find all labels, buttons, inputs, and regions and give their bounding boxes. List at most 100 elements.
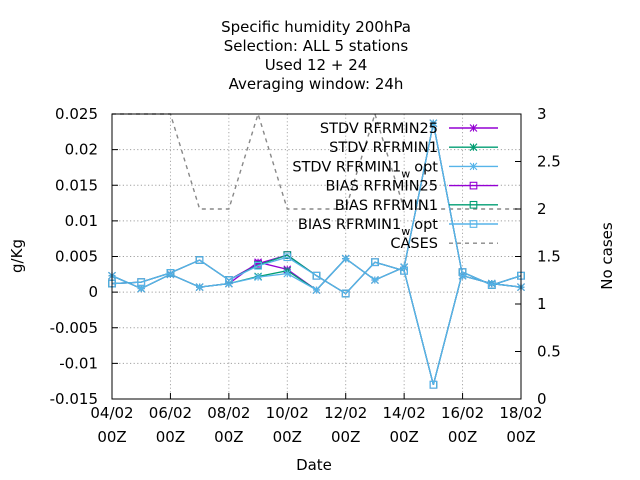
x-tick-label-time: 00Z bbox=[273, 428, 302, 446]
data-point bbox=[458, 268, 467, 277]
legend-label: STDV RFRMIN25 bbox=[320, 121, 438, 137]
x-tick-label-time: 00Z bbox=[389, 428, 418, 446]
title-line-2: Selection: ALL 5 stations bbox=[224, 37, 409, 55]
y2-tick-label: 2.5 bbox=[537, 153, 561, 171]
x-tick-label-date: 04/02 bbox=[90, 404, 133, 422]
legend-label-tail: opt bbox=[414, 159, 438, 175]
y-tick-label: 0.005 bbox=[55, 248, 98, 266]
y-tick-label: -0.005 bbox=[50, 319, 98, 337]
x-axis-label: Date bbox=[296, 456, 332, 474]
y2-axis-label: No cases bbox=[598, 222, 616, 290]
legend-label: CASES bbox=[390, 236, 438, 252]
legend-item: STDV RFRMIN1 bbox=[329, 140, 498, 156]
data-point bbox=[283, 253, 292, 262]
legend-label-subscript: w bbox=[401, 167, 410, 180]
series-lines bbox=[108, 111, 525, 389]
legend-label: BIAS RFRMIN25 bbox=[325, 179, 438, 195]
legend-label: BIAS RFRMIN1w opt bbox=[298, 217, 438, 238]
series-cases bbox=[112, 111, 521, 210]
legend-marker bbox=[469, 124, 478, 132]
y-tick-label: 0.01 bbox=[65, 212, 98, 230]
series-line bbox=[111, 123, 522, 291]
series-line bbox=[111, 256, 522, 385]
data-point bbox=[400, 266, 408, 275]
y-tick-label: 0.02 bbox=[65, 141, 98, 159]
legend-label-main: BIAS RFRMIN1 bbox=[298, 217, 401, 233]
legend-marker bbox=[469, 162, 478, 171]
data-point bbox=[371, 276, 379, 284]
data-point bbox=[254, 261, 262, 270]
data-point bbox=[341, 289, 350, 298]
series-stdv-rfrmin25 bbox=[108, 119, 525, 294]
data-point bbox=[225, 276, 233, 284]
x-axis-ticks: 04/02 00Z 06/02 00Z 08/02 00Z 10/02 00Z 12/02 00Z… bbox=[90, 393, 543, 446]
x-tick-label-time: 00Z bbox=[156, 428, 185, 446]
data-point bbox=[371, 258, 379, 267]
legend-item: BIAS RFRMIN25 bbox=[325, 179, 498, 195]
legend-label-main: STDV RFRMIN1 bbox=[292, 159, 401, 175]
legend-label-main: CASES bbox=[390, 236, 438, 252]
y2-axis-ticks: 3 2.5 2 1.5 1 0.5 0 bbox=[515, 105, 561, 408]
y2-tick-label: 0 bbox=[537, 390, 547, 408]
legend-label-main: STDV RFRMIN25 bbox=[320, 121, 438, 137]
legend-label: STDV RFRMIN1 bbox=[329, 140, 438, 156]
data-point bbox=[195, 256, 204, 264]
legend-label: STDV RFRMIN1w opt bbox=[292, 159, 438, 180]
y-tick-label: -0.015 bbox=[50, 390, 98, 408]
y-axis-label: g/Kg bbox=[8, 239, 26, 273]
legend-item: CASES bbox=[390, 236, 498, 252]
data-point bbox=[137, 278, 146, 287]
legend-item: BIAS RFRMIN1 bbox=[335, 198, 498, 214]
legend-item: BIAS RFRMIN1w opt bbox=[298, 217, 498, 238]
x-tick-label-date: 18/02 bbox=[499, 404, 542, 422]
series-stdv-rfrmin1-w-opt bbox=[108, 119, 525, 294]
data-point bbox=[341, 254, 350, 263]
x-tick-label-time: 00Z bbox=[448, 428, 477, 446]
grid-lines bbox=[111, 113, 522, 400]
data-point bbox=[283, 269, 292, 278]
legend-marker bbox=[469, 143, 478, 152]
x-tick-label-date: 16/02 bbox=[441, 404, 484, 422]
data-point bbox=[429, 380, 438, 389]
x-tick-label-date: 06/02 bbox=[149, 404, 192, 422]
y-axis-ticks: 0.025 0.02 0.015 0.01 0.005 0 -0.005 -0.01 -0.01… bbox=[50, 105, 118, 408]
title-line-3: Used 12 + 24 bbox=[265, 56, 368, 74]
legend-marker bbox=[469, 181, 478, 190]
x-tick-label-date: 10/02 bbox=[266, 404, 309, 422]
legend-label: BIAS RFRMIN1 bbox=[335, 198, 438, 214]
data-point bbox=[137, 284, 146, 293]
y2-tick-label: 0.5 bbox=[537, 343, 561, 361]
x-tick-label-time: 00Z bbox=[506, 428, 535, 446]
x-tick-label-time: 00Z bbox=[97, 428, 126, 446]
series-line bbox=[112, 111, 521, 210]
series-line bbox=[111, 123, 522, 291]
y-tick-label: -0.01 bbox=[59, 354, 98, 372]
legend-label-main: STDV RFRMIN1 bbox=[329, 140, 438, 156]
legend-marker bbox=[469, 220, 478, 228]
x-tick-label-date: 08/02 bbox=[207, 404, 250, 422]
y-tick-label: 0.025 bbox=[55, 105, 98, 123]
legend-label-main: BIAS RFRMIN1 bbox=[335, 198, 438, 214]
legend-label-subscript: w bbox=[401, 225, 410, 238]
data-point bbox=[429, 119, 438, 128]
legend-label-main: BIAS RFRMIN25 bbox=[325, 179, 438, 195]
legend-item: STDV RFRMIN25 bbox=[320, 121, 498, 137]
title-line-1: Specific humidity 200hPa bbox=[221, 18, 411, 36]
x-tick-label-time: 00Z bbox=[331, 428, 360, 446]
legend-marker bbox=[469, 200, 478, 209]
legend-item: STDV RFRMIN1w opt bbox=[292, 159, 498, 180]
title-line-4: Averaging window: 24h bbox=[229, 75, 404, 93]
y2-tick-label: 2 bbox=[537, 200, 547, 218]
y2-tick-label: 3 bbox=[537, 105, 547, 123]
data-point bbox=[312, 286, 321, 294]
data-point bbox=[195, 283, 204, 292]
x-tick-label-date: 12/02 bbox=[324, 404, 367, 422]
y2-tick-label: 1 bbox=[537, 295, 547, 313]
data-point bbox=[254, 273, 262, 282]
data-point bbox=[166, 269, 175, 277]
x-tick-label-time: 00Z bbox=[214, 428, 243, 446]
data-point bbox=[312, 271, 321, 280]
